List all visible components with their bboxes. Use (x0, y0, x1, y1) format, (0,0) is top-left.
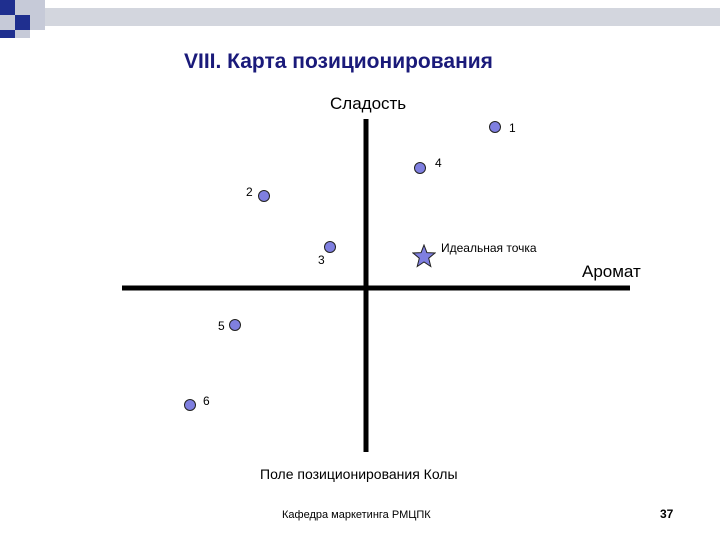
point-6-marker (184, 399, 196, 411)
header-decoration (0, 0, 720, 38)
footer-text: Кафедра маркетинга РМЦПК (282, 509, 431, 521)
point-4-marker (414, 162, 426, 174)
slide-title: VIII. Карта позиционирования (184, 50, 493, 73)
ideal-point-label: Идеальная точка (441, 241, 537, 255)
point-5-marker (229, 319, 241, 331)
point-2-label: 2 (246, 185, 253, 199)
point-3-marker (324, 241, 336, 253)
point-2-marker (258, 190, 270, 202)
page-number: 37 (660, 507, 674, 521)
point-4-label: 4 (435, 156, 442, 170)
point-1-label: 1 (509, 121, 516, 135)
x-axis-label: Аромат (582, 262, 641, 281)
y-axis-label: Сладость (330, 94, 407, 113)
point-6-label: 6 (203, 394, 210, 408)
point-1-marker (489, 121, 501, 133)
ideal-point-star-icon (412, 244, 436, 268)
map-caption: Поле позиционирования Колы (260, 466, 458, 482)
point-3-label: 3 (318, 253, 325, 267)
point-5-label: 5 (218, 319, 225, 333)
